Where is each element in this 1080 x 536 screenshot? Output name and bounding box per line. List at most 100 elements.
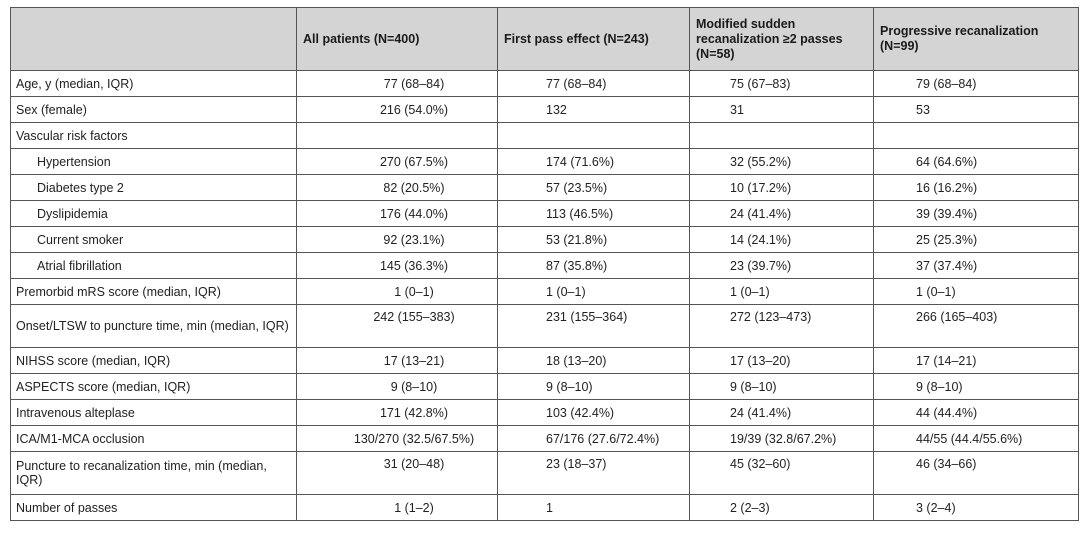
- header-cell-modified-sudden: Modified sudden recanalization ≥2 passes…: [689, 7, 874, 71]
- row-label: Diabetes type 2: [10, 174, 297, 201]
- row-label: Vascular risk factors: [10, 122, 297, 149]
- row-label: Number of passes: [10, 494, 297, 521]
- row-label: ICA/M1-MCA occlusion: [10, 425, 297, 452]
- table-row: Onset/LTSW to puncture time, min (median…: [10, 304, 1079, 348]
- row-value: 266 (165–403): [873, 304, 1079, 348]
- table-row: Current smoker 92 (23.1%) 53 (21.8%) 14 (24…: [10, 226, 1079, 253]
- row-value: 77 (68–84): [296, 70, 498, 97]
- row-value: 270 (67.5%): [296, 148, 498, 175]
- row-label: Onset/LTSW to puncture time, min (median…: [10, 304, 297, 348]
- patient-characteristics-table: All patients (N=400) First pass effect (…: [10, 7, 1079, 521]
- row-value: 2 (2–3): [689, 494, 874, 521]
- row-value: [497, 122, 690, 149]
- row-value: 103 (42.4%): [497, 399, 690, 426]
- row-value: 23 (39.7%): [689, 252, 874, 279]
- table-row: Premorbid mRS score (median, IQR) 1 (0–1)…: [10, 278, 1079, 305]
- row-value: 18 (13–20): [497, 347, 690, 374]
- table-row: NIHSS score (median, IQR) 17 (13–21) 18 (1…: [10, 347, 1079, 374]
- row-value: 46 (34–66): [873, 451, 1079, 495]
- header-cell-first-pass: First pass effect (N=243): [497, 7, 690, 71]
- row-value: 1 (0–1): [497, 278, 690, 305]
- row-value: 132: [497, 96, 690, 123]
- row-value: 23 (18–37): [497, 451, 690, 495]
- row-value: 44 (44.4%): [873, 399, 1079, 426]
- row-value: 31 (20–48): [296, 451, 498, 495]
- row-value: 37 (37.4%): [873, 252, 1079, 279]
- row-value: 79 (68–84): [873, 70, 1079, 97]
- row-value: 17 (13–21): [296, 347, 498, 374]
- row-value: 44/55 (44.4/55.6%): [873, 425, 1079, 452]
- table-row: Sex (female) 216 (54.0%) 132 31 53: [10, 96, 1079, 123]
- header-row: All patients (N=400) First pass effect (…: [10, 7, 1079, 71]
- table-body: Age, y (median, IQR) 77 (68–84) 77 (68–84)…: [10, 70, 1079, 521]
- table-row: Number of passes 1 (1–2) 1 2 (2–3) 3 (2–4): [10, 494, 1079, 521]
- row-value: 1 (0–1): [873, 278, 1079, 305]
- row-value: 45 (32–60): [689, 451, 874, 495]
- table-row: Puncture to recanalization time, min (me…: [10, 451, 1079, 495]
- row-value: 9 (8–10): [296, 373, 498, 400]
- row-value: 19/39 (32.8/67.2%): [689, 425, 874, 452]
- row-value: 3 (2–4): [873, 494, 1079, 521]
- table-row: Hypertension 270 (67.5%) 174 (71.6%) 32 (55…: [10, 148, 1079, 175]
- table-row: ICA/M1-MCA occlusion 130/270 (32.5/67.5%)…: [10, 425, 1079, 452]
- row-value: 24 (41.4%): [689, 200, 874, 227]
- table-row: Diabetes type 2 82 (20.5%) 57 (23.5%) 10 (1…: [10, 174, 1079, 201]
- row-value: 24 (41.4%): [689, 399, 874, 426]
- row-value: 67/176 (27.6/72.4%): [497, 425, 690, 452]
- row-value: 53 (21.8%): [497, 226, 690, 253]
- table-container: All patients (N=400) First pass effect (…: [10, 7, 1079, 521]
- row-value: 9 (8–10): [689, 373, 874, 400]
- table-row: Vascular risk factors: [10, 122, 1079, 149]
- table-row: Dyslipidemia 176 (44.0%) 113 (46.5%) 24 (41…: [10, 200, 1079, 227]
- row-value: 1 (0–1): [689, 278, 874, 305]
- row-value: 1: [497, 494, 690, 521]
- row-value: 77 (68–84): [497, 70, 690, 97]
- row-value: 75 (67–83): [689, 70, 874, 97]
- row-value: 32 (55.2%): [689, 148, 874, 175]
- row-value: 176 (44.0%): [296, 200, 498, 227]
- row-label: Premorbid mRS score (median, IQR): [10, 278, 297, 305]
- row-value: 57 (23.5%): [497, 174, 690, 201]
- table-row: Age, y (median, IQR) 77 (68–84) 77 (68–84)…: [10, 70, 1079, 97]
- row-value: 87 (35.8%): [497, 252, 690, 279]
- row-value: 92 (23.1%): [296, 226, 498, 253]
- row-value: 145 (36.3%): [296, 252, 498, 279]
- table-header: All patients (N=400) First pass effect (…: [10, 7, 1079, 71]
- row-value: 53: [873, 96, 1079, 123]
- row-label: ASPECTS score (median, IQR): [10, 373, 297, 400]
- row-value: 113 (46.5%): [497, 200, 690, 227]
- row-value: 216 (54.0%): [296, 96, 498, 123]
- row-label: NIHSS score (median, IQR): [10, 347, 297, 374]
- row-value: 17 (14–21): [873, 347, 1079, 374]
- row-label: Hypertension: [10, 148, 297, 175]
- row-value: 171 (42.8%): [296, 399, 498, 426]
- table-row: Atrial fibrillation 145 (36.3%) 87 (35.8%)…: [10, 252, 1079, 279]
- row-value: 231 (155–364): [497, 304, 690, 348]
- table-row: ASPECTS score (median, IQR) 9 (8–10) 9 (8–…: [10, 373, 1079, 400]
- row-value: 130/270 (32.5/67.5%): [296, 425, 498, 452]
- row-value: 9 (8–10): [497, 373, 690, 400]
- row-label: Age, y (median, IQR): [10, 70, 297, 97]
- row-value: 272 (123–473): [689, 304, 874, 348]
- row-value: 64 (64.6%): [873, 148, 1079, 175]
- row-value: 174 (71.6%): [497, 148, 690, 175]
- row-value: 39 (39.4%): [873, 200, 1079, 227]
- row-value: 17 (13–20): [689, 347, 874, 374]
- row-value: 31: [689, 96, 874, 123]
- row-value: 14 (24.1%): [689, 226, 874, 253]
- row-value: 1 (0–1): [296, 278, 498, 305]
- row-value: 9 (8–10): [873, 373, 1079, 400]
- row-value: [689, 122, 874, 149]
- row-value: [296, 122, 498, 149]
- header-cell-all-patients: All patients (N=400): [296, 7, 498, 71]
- row-label: Current smoker: [10, 226, 297, 253]
- row-value: 16 (16.2%): [873, 174, 1079, 201]
- header-cell-progressive: Progressive recanalization (N=99): [873, 7, 1079, 71]
- row-value: 1 (1–2): [296, 494, 498, 521]
- row-value: 25 (25.3%): [873, 226, 1079, 253]
- row-value: 82 (20.5%): [296, 174, 498, 201]
- row-label: Dyslipidemia: [10, 200, 297, 227]
- row-label: Intravenous alteplase: [10, 399, 297, 426]
- table-row: Intravenous alteplase 171 (42.8%) 103 (42.…: [10, 399, 1079, 426]
- row-label: Puncture to recanalization time, min (me…: [10, 451, 297, 495]
